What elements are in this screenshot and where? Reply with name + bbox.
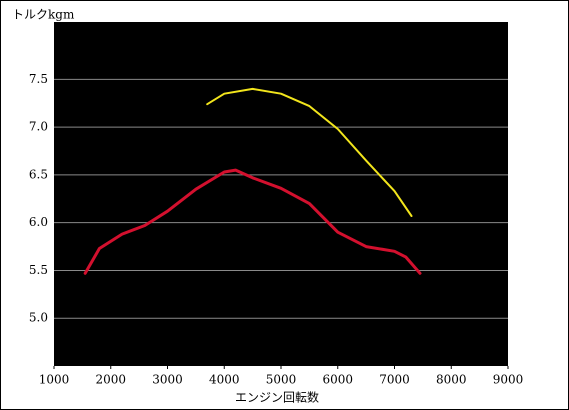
x-tick-label: 4000	[209, 373, 240, 387]
x-tick-label: 1000	[39, 373, 70, 387]
x-tick-label: 5000	[266, 373, 297, 387]
x-tick-label: 7000	[379, 373, 410, 387]
x-tick-label: 6000	[322, 373, 353, 387]
y-tick-label: 7.0	[29, 120, 48, 134]
plot-area	[54, 22, 508, 366]
y-tick-label: 6.5	[29, 167, 48, 181]
y-tick-label: 5.5	[29, 263, 48, 277]
y-tick-label: 6.0	[29, 215, 48, 229]
series-line	[206, 87, 413, 217]
x-tick-label: 8000	[436, 373, 467, 387]
x-axis-title: エンジン回転数	[235, 390, 319, 405]
x-tick-label: 3000	[152, 373, 183, 387]
series-line	[83, 168, 422, 275]
x-tick-label: 9000	[493, 373, 524, 387]
y-axis-title: トルクkgm	[12, 8, 75, 22]
y-tick-label: 7.5	[29, 72, 48, 86]
y-tick-label: 5.0	[29, 311, 48, 325]
x-tick-label: 2000	[95, 373, 126, 387]
